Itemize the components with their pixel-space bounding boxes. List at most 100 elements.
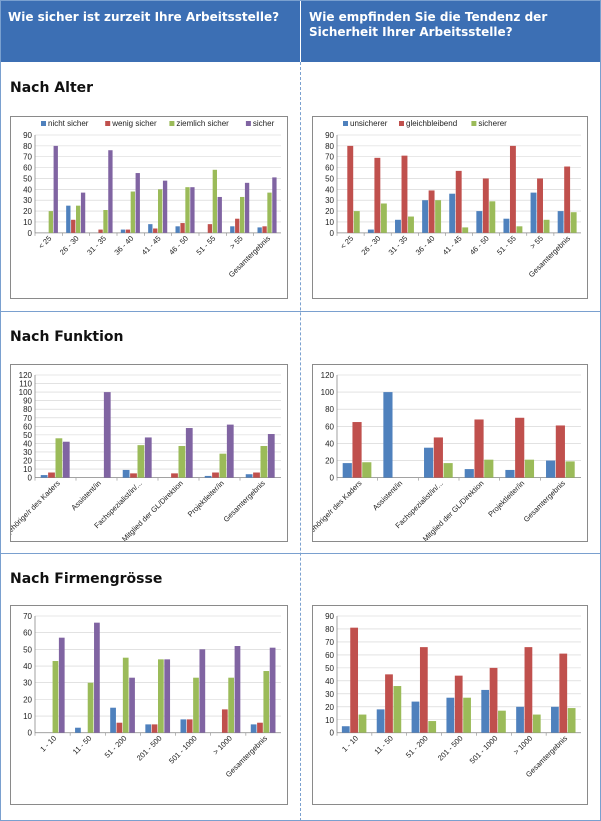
x-tick-label: Angehörige/r des Kaders xyxy=(11,479,62,541)
bar-unsicherer-gesamtergebnis xyxy=(557,211,564,233)
bar-ziemlich-sicher-501-1000 xyxy=(193,677,199,733)
bar-wenig-sicher-fachspezialist-in xyxy=(130,473,137,478)
y-tick-label: 40 xyxy=(325,677,334,686)
x-tick-label: 41 - 45 xyxy=(441,234,464,257)
bar-sicherer-gesamtergebnis xyxy=(567,708,576,733)
bar-unsicherer-1000 xyxy=(516,706,524,733)
x-tick-label: > 55 xyxy=(228,234,245,251)
bar-unsicherer-51-200 xyxy=(411,701,420,733)
bar-unsicherer-201-500 xyxy=(446,697,455,733)
bar-sicher-501-1000 xyxy=(199,649,206,733)
bar-sicher-gesamtergebnis xyxy=(267,434,275,478)
x-tick-label: 11 - 50 xyxy=(71,734,93,756)
legend-label-unsicherer: unsicherer xyxy=(350,119,388,128)
x-tick-label: 46 - 50 xyxy=(468,234,491,257)
y-tick-label: 30 xyxy=(325,690,334,699)
legend-swatch-sicherer xyxy=(471,121,477,126)
bar-nicht-sicher-gesamtergebnis xyxy=(250,724,257,733)
bar-sicher-46-50 xyxy=(190,187,195,233)
y-tick-label: 80 xyxy=(23,405,32,414)
y-tick-label: 20 xyxy=(325,703,334,712)
y-tick-label: 60 xyxy=(325,164,334,173)
bar-nicht-sicher-41-45 xyxy=(148,224,153,233)
y-tick-label: 20 xyxy=(325,207,334,216)
bar-ziemlich-sicher-51-200 xyxy=(122,657,129,733)
row-divider xyxy=(0,311,601,312)
bar-gleichbleibend-501-1000 xyxy=(489,667,498,733)
bar-sicherer-1000 xyxy=(532,714,541,733)
chart-firmengroesse-tendenz: 0 10 20 30 40 50 60 70 80 90 1 - 10 11 - 50 51 - 200… xyxy=(312,605,588,805)
bar-sicher-31-35 xyxy=(108,150,113,233)
bar-sicher-mitglied-der-gl-direktion xyxy=(185,428,193,478)
bar-sicherer-projektleiter-in xyxy=(524,459,535,478)
y-tick-label: 70 xyxy=(325,153,334,162)
bar-sicherer-25 xyxy=(353,211,360,233)
bar-sicher-projektleiter-in xyxy=(226,424,234,478)
bar-unsicherer-46-50 xyxy=(476,211,483,233)
x-tick-label: > 1000 xyxy=(512,734,535,757)
y-tick-label: 120 xyxy=(321,371,335,380)
y-tick-label: 20 xyxy=(23,695,32,704)
y-tick-label: 10 xyxy=(23,712,32,721)
bar-ziemlich-sicher-51-55 xyxy=(212,169,217,233)
x-tick-label: 51 - 200 xyxy=(404,734,430,760)
x-tick-label: > 55 xyxy=(528,234,545,251)
bar-sicher-gesamtergebnis xyxy=(269,647,276,733)
x-tick-label: < 25 xyxy=(338,234,355,251)
bar-ziemlich-sicher-gesamtergebnis xyxy=(263,671,270,733)
bar-gleichbleibend-46-50 xyxy=(482,178,489,233)
y-tick-label: 40 xyxy=(325,439,334,448)
bar-nicht-sicher-46-50 xyxy=(175,226,180,233)
bar-sicherer-201-500 xyxy=(463,697,471,733)
section-title-funktion: Nach Funktion xyxy=(10,329,124,345)
x-tick-label: Angehörige/r des Kaders xyxy=(313,479,364,541)
bar-nicht-sicher-55 xyxy=(230,226,235,233)
bar-nicht-sicher-26-30 xyxy=(66,205,71,233)
y-tick-label: 80 xyxy=(325,405,334,414)
y-tick-label: 40 xyxy=(23,185,32,194)
y-tick-label: 50 xyxy=(23,431,32,440)
y-tick-label: 80 xyxy=(325,625,334,634)
x-tick-label: 1 - 10 xyxy=(38,734,58,754)
legend-label-gleichbleibend: gleichbleibend xyxy=(406,119,457,128)
bar-sicherer-501-1000 xyxy=(498,710,506,733)
y-tick-label: 0 xyxy=(330,474,335,483)
x-tick-label: Projektleiter/in xyxy=(186,479,226,519)
chart-firmengroesse-sicherheit: 0 10 20 30 40 50 60 70 1 - 10 11 - 50 51 - 200 201 … xyxy=(10,605,288,805)
bar-wenig-sicher-gesamtergebnis xyxy=(257,722,263,733)
bar-ziemlich-sicher-41-45 xyxy=(158,189,163,233)
bar-ziemlich-sicher-46-50 xyxy=(185,187,190,233)
bar-sicherer-angeh-rige-r-des-kaders xyxy=(362,462,372,478)
y-tick-label: 90 xyxy=(325,612,334,621)
bar-unsicherer-501-1000 xyxy=(481,689,490,733)
bar-nicht-sicher-fachspezialist-in xyxy=(122,469,130,478)
x-tick-label: Assistent/in xyxy=(371,479,404,512)
bar-gleichbleibend-11-50 xyxy=(385,674,393,733)
bar-wenig-sicher-angeh-rige-r-des-kaders xyxy=(48,472,55,478)
bar-nicht-sicher-501-1000 xyxy=(180,719,187,733)
y-tick-label: 110 xyxy=(19,380,32,389)
bar-sicherer-55 xyxy=(543,219,550,233)
y-tick-label: 0 xyxy=(330,229,335,238)
column-divider xyxy=(300,62,301,821)
bar-ziemlich-sicher-25 xyxy=(48,211,53,233)
x-tick-label: 26 - 30 xyxy=(58,234,81,257)
x-tick-label: 41 - 45 xyxy=(140,234,163,257)
y-tick-label: 70 xyxy=(325,638,334,647)
y-tick-label: 60 xyxy=(23,629,32,638)
x-tick-label: 501 - 1000 xyxy=(468,734,500,766)
bar-gleichbleibend-26-30 xyxy=(374,157,381,233)
bar-sicher-36-40 xyxy=(135,173,140,233)
bar-gleichbleibend-fachspezialist-in xyxy=(433,437,443,478)
bar-unsicherer-projektleiter-in xyxy=(505,469,515,478)
row-divider xyxy=(0,553,601,554)
section-title-alter: Nach Alter xyxy=(10,80,94,96)
y-tick-label: 20 xyxy=(23,457,32,466)
bar-gleichbleibend-51-200 xyxy=(419,647,428,733)
x-tick-label: 26 - 30 xyxy=(359,234,382,257)
bar-gleichbleibend-36-40 xyxy=(428,190,435,233)
y-tick-label: 20 xyxy=(23,207,32,216)
bar-wenig-sicher-41-45 xyxy=(153,228,158,233)
